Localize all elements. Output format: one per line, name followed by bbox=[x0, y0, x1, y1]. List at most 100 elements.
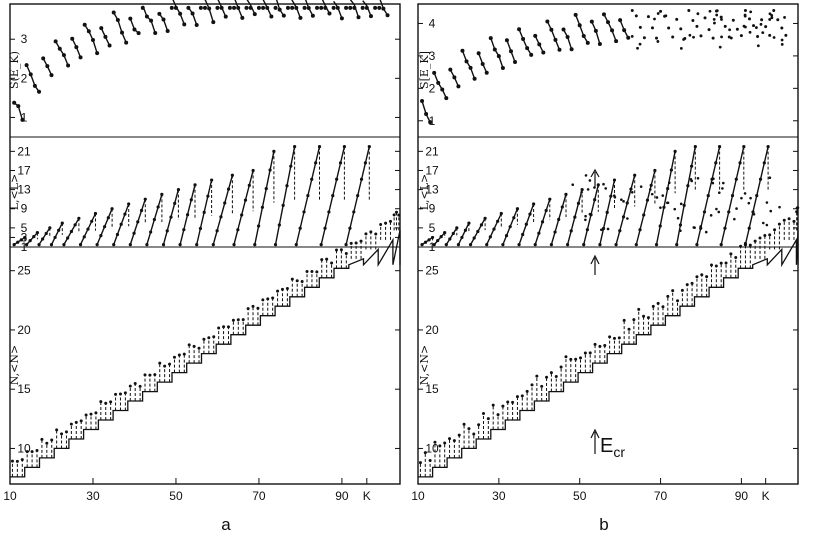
l-point bbox=[569, 229, 573, 233]
entropy-scatter-point bbox=[679, 46, 683, 50]
entropy-scatter-point bbox=[749, 10, 753, 14]
l-point bbox=[714, 161, 718, 165]
l-segment bbox=[26, 232, 38, 246]
n-point bbox=[35, 449, 39, 453]
l-point bbox=[573, 215, 577, 219]
y-tick-label: 3 bbox=[429, 49, 436, 63]
entropy-point bbox=[508, 49, 513, 54]
l-scatter-point bbox=[650, 192, 654, 196]
entropy-scatter-point bbox=[768, 18, 772, 21]
l-point bbox=[585, 228, 589, 232]
l-point bbox=[257, 224, 261, 228]
n-point bbox=[782, 218, 786, 222]
l-point bbox=[528, 212, 532, 216]
entropy-point bbox=[500, 65, 505, 70]
entropy-point bbox=[252, 12, 257, 17]
entropy-point bbox=[606, 20, 610, 25]
n-point bbox=[40, 437, 44, 441]
entropy-point bbox=[111, 10, 116, 15]
l-point bbox=[557, 217, 561, 222]
l-point bbox=[653, 168, 657, 173]
n-point bbox=[545, 375, 549, 379]
n-point bbox=[359, 239, 363, 243]
l-point bbox=[460, 235, 464, 240]
entropy-point bbox=[360, 5, 365, 10]
l-point bbox=[702, 210, 707, 214]
l-point bbox=[456, 243, 461, 247]
n-point bbox=[99, 400, 103, 404]
entropy-point bbox=[248, 5, 253, 10]
entropy-point bbox=[364, 5, 369, 10]
l-point bbox=[294, 243, 298, 247]
entropy-point bbox=[719, 15, 723, 19]
l-point bbox=[298, 226, 302, 230]
l-point bbox=[335, 177, 339, 181]
l-scatter-point bbox=[778, 205, 781, 209]
n-point bbox=[554, 374, 558, 378]
entropy-point bbox=[699, 34, 703, 38]
n-point bbox=[104, 401, 108, 405]
entropy-segment bbox=[187, 7, 198, 26]
n-point bbox=[491, 403, 495, 407]
x-tick-label: 70 bbox=[252, 489, 266, 503]
entropy-point bbox=[618, 18, 623, 23]
l-point bbox=[285, 184, 289, 188]
n-point bbox=[729, 252, 733, 256]
entropy-point bbox=[476, 51, 481, 56]
y-tick-label: 5 bbox=[21, 221, 28, 235]
n-point bbox=[748, 243, 752, 247]
entropy-point bbox=[691, 18, 695, 22]
y-tick-label: 1 bbox=[21, 240, 28, 254]
n-point bbox=[45, 441, 49, 445]
l-point bbox=[178, 243, 182, 247]
entropy-point bbox=[261, 5, 266, 10]
entropy-point bbox=[630, 8, 634, 12]
entropy-segment bbox=[142, 5, 156, 34]
entropy-point bbox=[132, 27, 137, 32]
entropy-point bbox=[302, 5, 307, 10]
entropy-scatter-point bbox=[715, 9, 718, 13]
n-point bbox=[758, 236, 762, 240]
panel-b-ylabel-top: S[E_K] bbox=[418, 51, 431, 89]
entropy-point bbox=[626, 35, 631, 40]
entropy-point bbox=[203, 5, 207, 10]
l-point bbox=[264, 187, 268, 191]
l-scatter-point bbox=[765, 223, 769, 227]
n-point bbox=[138, 384, 142, 388]
n-point bbox=[448, 437, 452, 441]
entropy-point bbox=[95, 51, 100, 56]
l-point bbox=[747, 226, 751, 230]
l-point bbox=[152, 217, 156, 222]
panel-b-frame bbox=[417, 3, 799, 485]
entropy-point bbox=[585, 40, 590, 45]
l-point bbox=[560, 205, 564, 209]
entropy-point bbox=[32, 83, 37, 88]
l-point bbox=[638, 228, 642, 232]
l-point bbox=[145, 243, 149, 247]
entropy-point bbox=[273, 5, 278, 10]
n-point bbox=[231, 318, 235, 322]
n-point bbox=[379, 222, 383, 226]
l-segment bbox=[433, 232, 446, 246]
entropy-point bbox=[711, 36, 715, 40]
n-point bbox=[777, 222, 781, 226]
entropy-scatter-point bbox=[656, 40, 660, 43]
entropy-point bbox=[638, 25, 642, 29]
l-point bbox=[127, 202, 131, 206]
entropy-point bbox=[597, 41, 602, 46]
n-point bbox=[266, 297, 270, 301]
n-point bbox=[661, 305, 665, 309]
n-point bbox=[423, 451, 427, 455]
entropy-point bbox=[593, 28, 598, 33]
l-point bbox=[669, 168, 673, 172]
n-point bbox=[241, 318, 245, 322]
l-point bbox=[359, 177, 364, 181]
entropy-scatter-point bbox=[770, 13, 774, 17]
l-point bbox=[317, 144, 322, 149]
l-point bbox=[614, 243, 618, 247]
l-point bbox=[293, 144, 297, 149]
n-point bbox=[709, 263, 713, 267]
l-point bbox=[723, 226, 727, 230]
entropy-point bbox=[99, 26, 104, 31]
